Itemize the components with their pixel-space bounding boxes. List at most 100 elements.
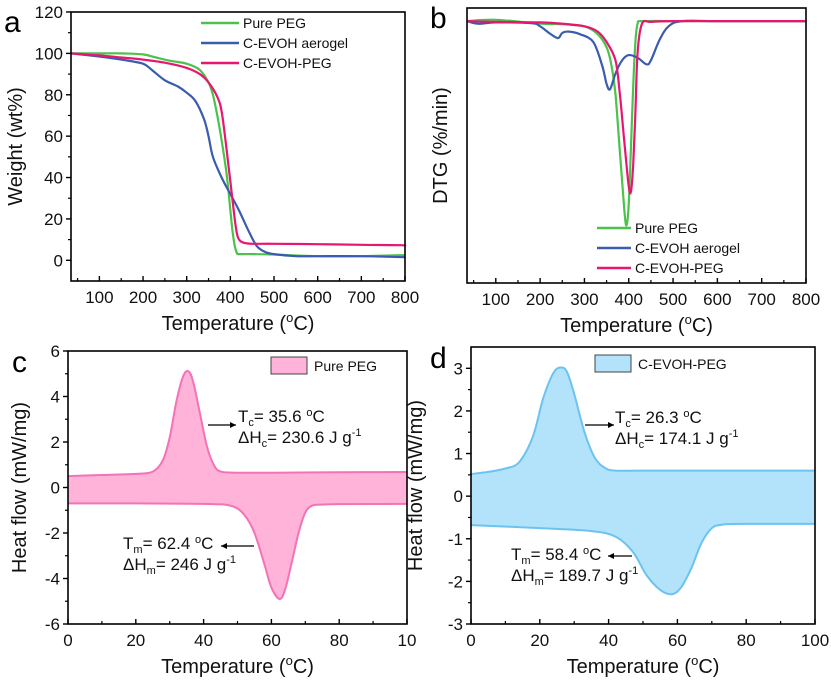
annotation-tm: Tm= 58.4 oC <box>511 545 601 567</box>
y-tick-label: 4 <box>51 388 60 407</box>
dsc-heating-curve <box>470 522 816 596</box>
annotation-dhm: ΔHm= 189.7 J g-1 <box>511 565 638 588</box>
y-tick-label: 80 <box>44 86 63 105</box>
panel-letter: d <box>430 342 447 375</box>
legend-label: Pure PEG <box>243 15 306 31</box>
series-line-c-evoh-peg <box>70 52 407 247</box>
annotation-dhm: ΔHm= 246 J g-1 <box>123 554 236 577</box>
legend-swatch <box>594 354 632 373</box>
legend-label: C-EVOH aerogel <box>243 35 348 51</box>
x-tick-label: 500 <box>659 290 687 309</box>
x-axis-title: Temperature (oC) <box>560 312 713 337</box>
dsc-heating-curve <box>67 502 408 601</box>
x-tick-label: 400 <box>615 290 643 309</box>
panel-letter: a <box>4 6 21 39</box>
legend-label: C-EVOH-PEG <box>638 356 727 372</box>
legend: C-EVOH-PEG <box>594 354 727 373</box>
arrow-crystallization-head <box>608 422 614 428</box>
annotation-tm: Tm= 62.4 oC <box>123 534 213 556</box>
x-tick-label: 60 <box>668 631 687 650</box>
x-tick-label: 600 <box>303 288 331 307</box>
x-tick-label: 300 <box>173 288 201 307</box>
x-tick-label: 10 <box>398 631 417 650</box>
legend: Pure PEG <box>270 356 377 375</box>
y-axis-title: Weight (wt%) <box>5 87 27 206</box>
series-line-c-evoh-aerogel <box>70 52 406 259</box>
arrow-crystallization-head <box>230 422 236 428</box>
y-tick-label: 40 <box>44 169 63 188</box>
x-tick-label: 800 <box>391 288 419 307</box>
y-tick-label: 20 <box>44 210 63 229</box>
legend-label: C-EVOH aerogel <box>635 240 740 256</box>
x-tick-label: 200 <box>526 290 554 309</box>
dsc-area-fill <box>471 367 815 595</box>
x-tick-label: 700 <box>747 290 775 309</box>
x-tick-label: 300 <box>570 290 598 309</box>
legend-label: C-EVOH-PEG <box>243 55 332 71</box>
arrow-melting-head <box>221 543 227 549</box>
legend: Pure PEG C-EVOH aerogel C-EVOH-PEG <box>597 220 740 276</box>
y-tick-label: -3 <box>448 615 463 634</box>
panel-d: d 0 20 40 60 80 100 -3 -2 -1 0 1 2 3 Temperature (oC) H… <box>405 342 829 678</box>
y-axis-title: Heat flow (mW/mg) <box>9 402 31 573</box>
x-tick-label: 100 <box>801 631 829 650</box>
x-tick-label: 800 <box>792 290 820 309</box>
y-tick-label: 0 <box>454 487 463 506</box>
annotation-tc: Tc= 26.3 oC <box>615 408 702 430</box>
series-line-c-evoh-peg <box>466 19 806 195</box>
y-tick-label: 1 <box>454 445 463 464</box>
x-tick-label: 100 <box>85 288 113 307</box>
y-tick-label: -1 <box>448 530 463 549</box>
y-tick-label: 120 <box>35 3 63 22</box>
annotation-tc: Tc= 35.6 oC <box>238 407 325 429</box>
y-tick-label: -6 <box>45 615 60 634</box>
panel-b: b 100 200 300 400 500 600 700 800 Temperature (oC… <box>430 2 820 337</box>
series-line-c-evoh-aerogel <box>466 19 806 91</box>
y-tick-label: -2 <box>45 524 60 543</box>
legend-label: Pure PEG <box>314 358 377 374</box>
y-tick-label: 60 <box>44 127 63 146</box>
y-tick-label: 0 <box>51 479 60 498</box>
dsc-area-fill <box>68 371 407 600</box>
x-axis-title: Temperature (oC) <box>161 653 314 678</box>
legend-label: C-EVOH-PEG <box>635 260 724 276</box>
y-tick-label: 0 <box>54 251 63 270</box>
y-tick-label: -2 <box>448 572 463 591</box>
x-tick-label: 200 <box>129 288 157 307</box>
legend: Pure PEG C-EVOH aerogel C-EVOH-PEG <box>201 15 348 71</box>
legend-label: Pure PEG <box>635 220 698 236</box>
series-line-pure-peg <box>466 18 806 227</box>
plot-frame <box>466 7 807 284</box>
y-axis-title: Heat flow (mW/mg) <box>405 400 427 571</box>
y-tick-label: 100 <box>35 44 63 63</box>
y-tick-label: 6 <box>51 342 60 361</box>
dsc-cooling-curve <box>67 370 408 478</box>
x-tick-label: 20 <box>530 631 549 650</box>
y-tick-label: -4 <box>45 570 60 589</box>
y-axis-title: DTG (%/min) <box>430 87 452 204</box>
x-tick-label: 500 <box>260 288 288 307</box>
panel-a: a 100 200 300 400 500 600 700 800 0 20 40 60 80 100 120… <box>4 3 419 335</box>
x-tick-label: 0 <box>466 631 475 650</box>
legend-swatch <box>270 356 308 375</box>
x-tick-label: 400 <box>216 288 244 307</box>
x-tick-label: 100 <box>482 290 510 309</box>
x-tick-label: 40 <box>599 631 618 650</box>
panel-c: c 0 20 40 60 80 10 -6 -4 -2 0 2 4 6 Temperature (oC) He… <box>9 342 416 678</box>
x-axis-title: Temperature (oC) <box>567 653 720 678</box>
x-tick-label: 600 <box>703 290 731 309</box>
x-tick-label: 80 <box>330 631 349 650</box>
x-tick-label: 20 <box>126 631 145 650</box>
x-tick-label: 60 <box>262 631 281 650</box>
x-tick-label: 0 <box>63 631 72 650</box>
y-tick-label: 2 <box>51 433 60 452</box>
x-axis-title: Temperature (oC) <box>162 310 315 335</box>
y-tick-label: 3 <box>454 359 463 378</box>
series-line-pure-peg <box>71 52 406 258</box>
annotation-dhc: ΔHc= 230.6 J g-1 <box>238 427 362 450</box>
x-tick-label: 700 <box>347 288 375 307</box>
arrow-melting-head <box>608 553 614 559</box>
y-tick-label: 2 <box>454 402 463 421</box>
panel-letter: b <box>430 2 447 35</box>
annotation-dhc: ΔHc= 174.1 J g-1 <box>615 428 739 451</box>
